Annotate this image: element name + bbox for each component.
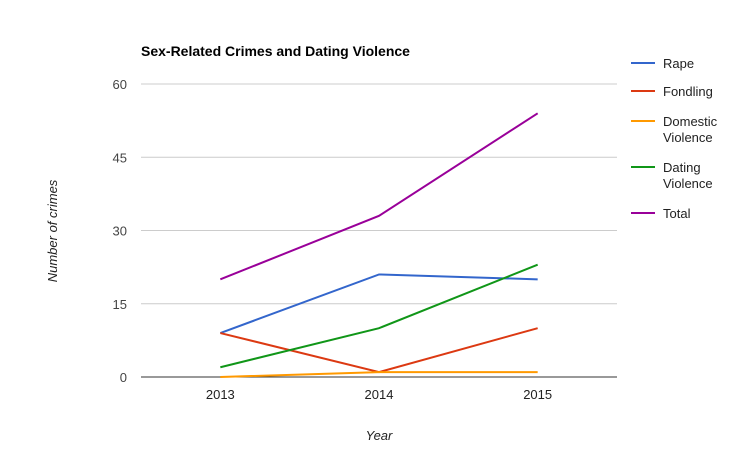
legend-label: Fondling: [663, 84, 713, 99]
legend-label: Dating: [663, 160, 701, 175]
legend-label: Violence: [663, 130, 713, 145]
legend-label: Violence: [663, 176, 713, 191]
series-line-rape: [219, 273, 538, 334]
chart-title: Sex-Related Crimes and Dating Violence: [141, 43, 410, 59]
legend-label: Rape: [663, 56, 694, 71]
y-axis-label: Number of crimes: [45, 179, 60, 282]
y-tick-label: 30: [113, 224, 127, 239]
y-tick-label: 0: [120, 370, 127, 385]
y-tick-label: 60: [113, 77, 127, 92]
series-line-total: [219, 112, 539, 281]
legend-item: Fondling: [631, 84, 713, 99]
y-tick-label: 15: [113, 297, 127, 312]
legend-item: Rape: [631, 56, 694, 71]
series-line-fondling: [220, 327, 538, 374]
legend-label: Total: [663, 206, 691, 221]
series-line-domestic-violence: [220, 371, 538, 378]
legend-label: Domestic: [663, 114, 718, 129]
x-tick-label: 2015: [523, 387, 552, 402]
legend-item: Total: [631, 206, 691, 221]
x-tick-label: 2013: [206, 387, 235, 402]
x-tick-label: 2014: [365, 387, 394, 402]
x-axis-label: Year: [366, 428, 393, 443]
y-tick-label: 45: [113, 150, 127, 165]
series-line-dating-violence: [220, 263, 539, 369]
